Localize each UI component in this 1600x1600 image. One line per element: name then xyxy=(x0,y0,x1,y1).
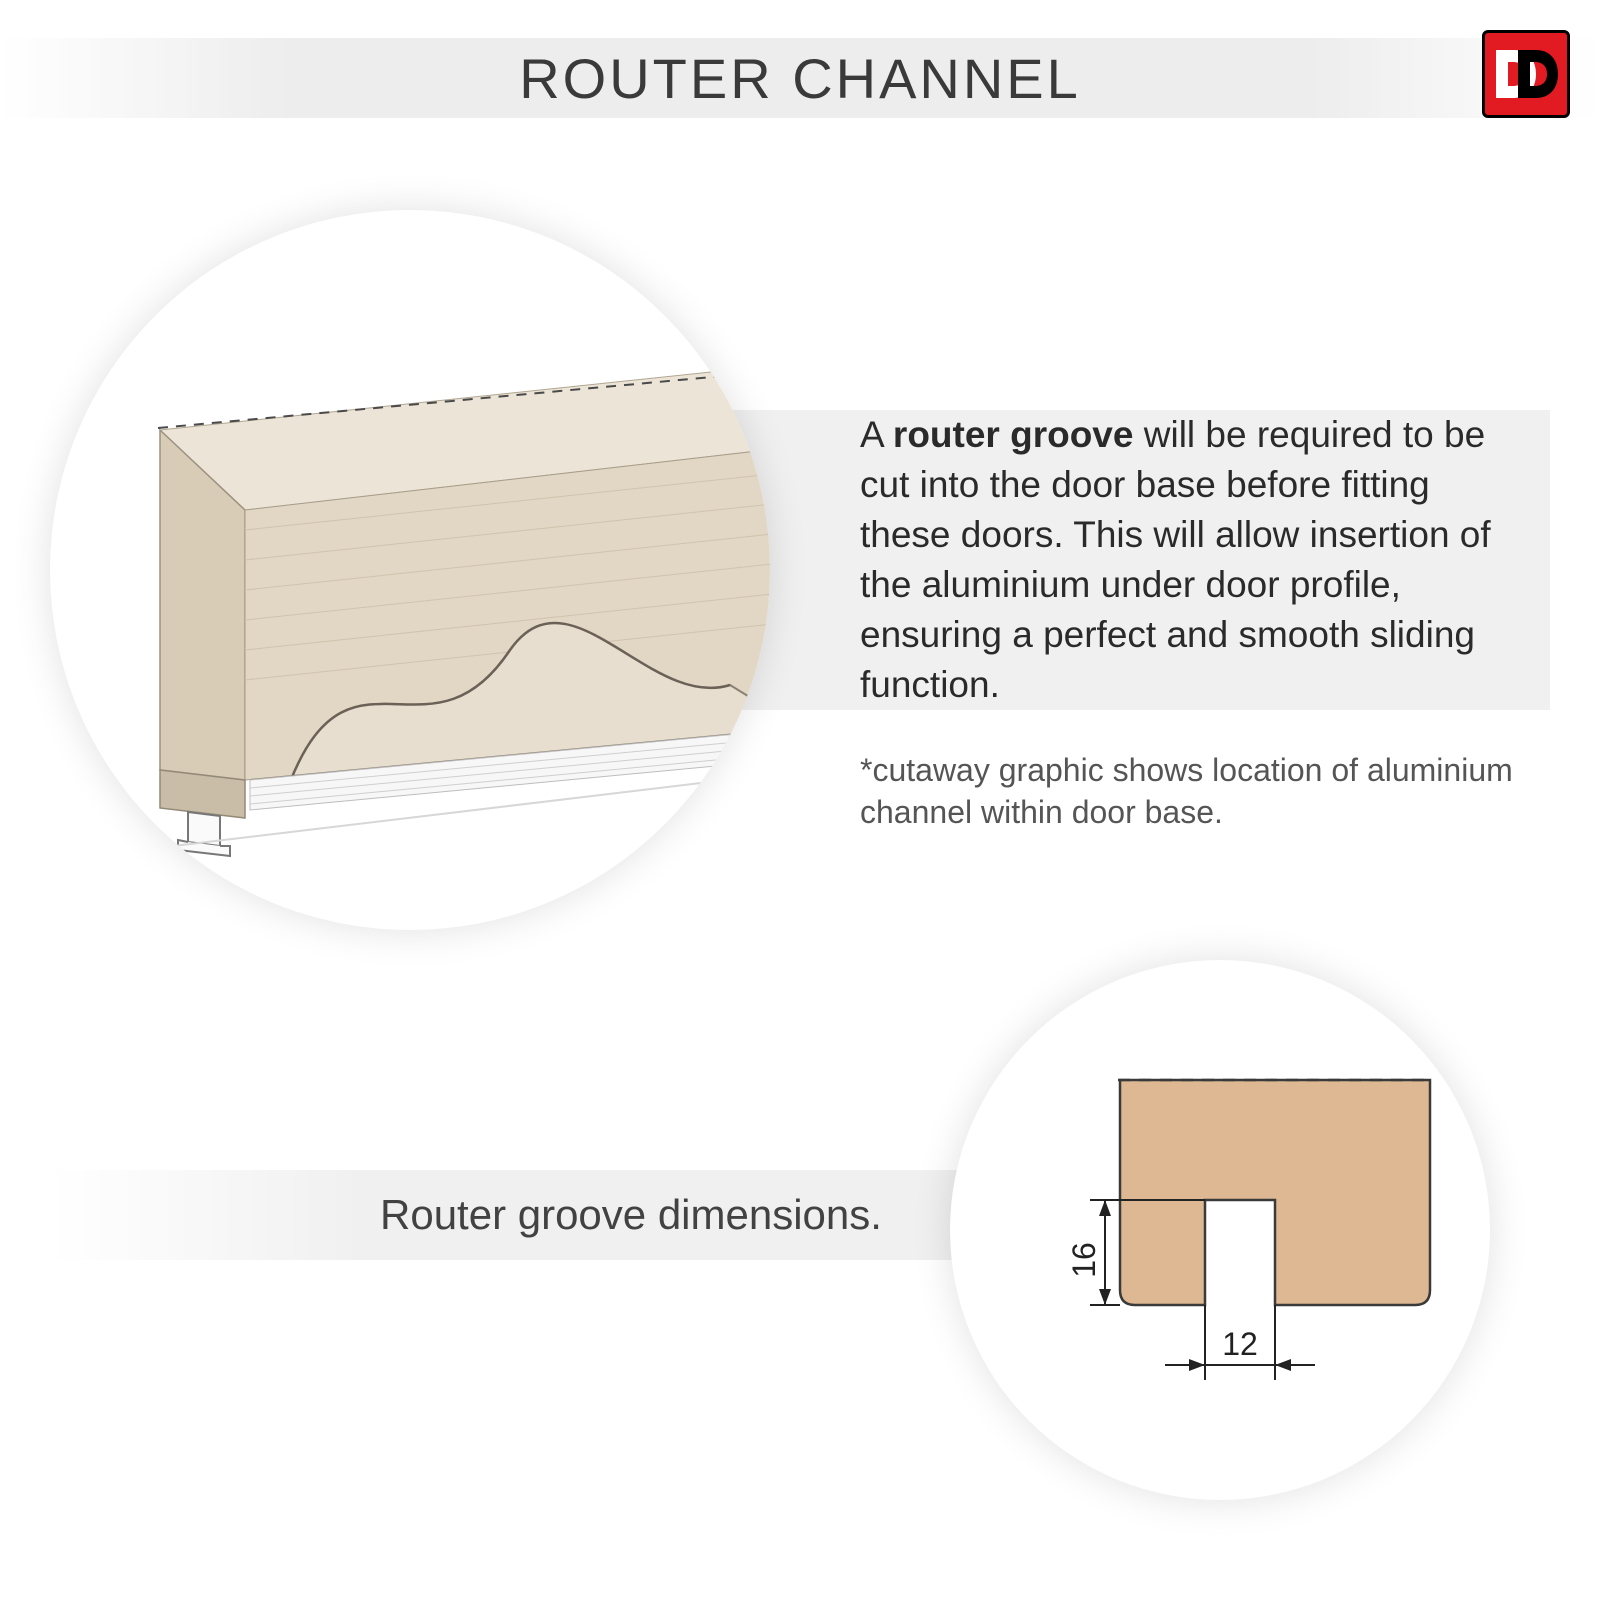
dimensions-diagram: 16 12 xyxy=(950,960,1490,1500)
dd-logo-icon xyxy=(1488,36,1564,112)
cutaway-circle xyxy=(50,210,770,930)
dimensions-bar: Router groove dimensions. xyxy=(50,1170,1100,1260)
height-value: 16 xyxy=(1066,1242,1102,1278)
description-text: A router groove will be required to be c… xyxy=(860,410,1500,710)
width-value: 12 xyxy=(1222,1326,1258,1362)
footnote-text: *cutaway graphic shows location of alumi… xyxy=(860,750,1550,833)
dimensions-section: Router groove dimensions. 16 xyxy=(50,960,1550,1520)
page-title: ROUTER CHANNEL xyxy=(519,46,1081,111)
cutaway-section: A router groove will be required to be c… xyxy=(50,210,1550,850)
cutaway-illustration xyxy=(50,210,770,930)
dimensions-circle: 16 12 xyxy=(950,960,1490,1500)
title-bar: ROUTER CHANNEL xyxy=(0,38,1600,118)
brand-logo xyxy=(1482,30,1570,118)
dimensions-label: Router groove dimensions. xyxy=(380,1191,882,1239)
